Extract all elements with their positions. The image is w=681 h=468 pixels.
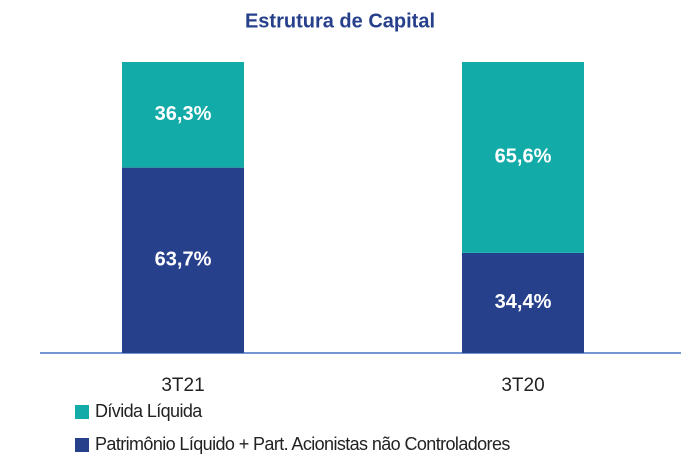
bar-segment bbox=[122, 167, 244, 353]
data-label: 65,6% bbox=[495, 146, 552, 168]
bar-segment bbox=[462, 62, 584, 253]
legend-label: Dívida Líquida bbox=[95, 401, 203, 421]
bar-segment bbox=[122, 62, 244, 168]
x-tick-label: 3T20 bbox=[501, 375, 544, 396]
legend-label: Patrimônio Líquido + Part. Acionistas nã… bbox=[95, 434, 510, 454]
data-label: 34,4% bbox=[495, 291, 552, 313]
data-label: 36,3% bbox=[155, 103, 212, 125]
x-tick-label: 3T21 bbox=[161, 375, 204, 396]
data-label: 63,7% bbox=[155, 249, 212, 271]
legend-swatch bbox=[75, 405, 89, 419]
legend-swatch bbox=[75, 438, 89, 452]
bar-segment bbox=[462, 252, 584, 353]
chart-title: Estrutura de Capital bbox=[245, 10, 435, 32]
